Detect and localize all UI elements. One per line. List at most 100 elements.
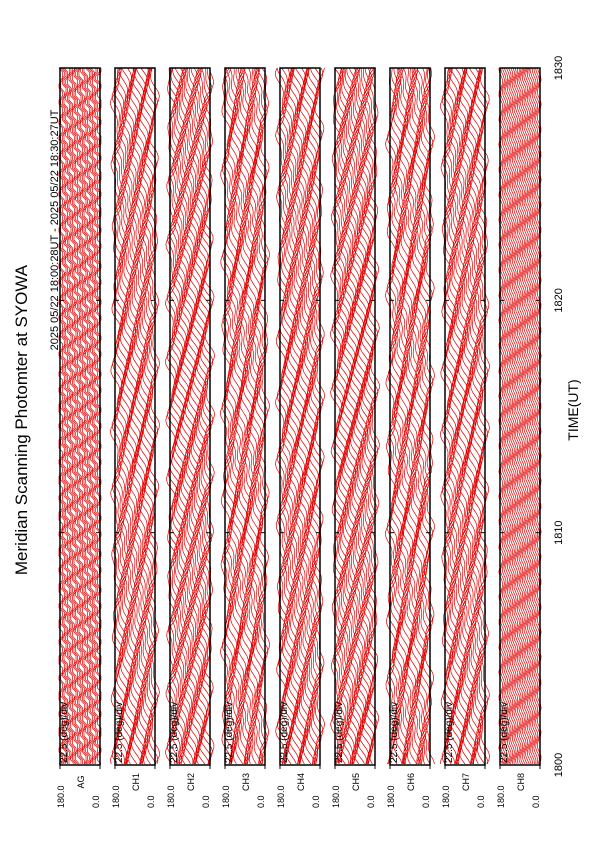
scale-label: 22.5 (deg)/div xyxy=(334,702,345,763)
trace xyxy=(521,67,527,765)
trace xyxy=(193,67,205,765)
trace xyxy=(341,67,354,765)
channel-label: CH7 xyxy=(461,773,471,791)
trace xyxy=(285,68,297,765)
trace xyxy=(251,67,264,765)
trace xyxy=(520,67,525,765)
y-tick-label: 0.0 xyxy=(311,795,321,808)
y-tick-label: 180.0 xyxy=(111,785,121,808)
trace xyxy=(301,67,314,765)
y-tick-label: 180.0 xyxy=(276,785,286,808)
trace xyxy=(77,67,82,764)
trace xyxy=(511,67,517,765)
trace xyxy=(355,67,367,765)
trace xyxy=(525,67,530,765)
trace xyxy=(513,67,519,764)
channel-label: CH2 xyxy=(186,773,196,791)
scale-label: 22.5 (deg)/div xyxy=(499,702,510,763)
trace xyxy=(501,67,507,765)
trace xyxy=(85,67,90,765)
y-tick-label: 0.0 xyxy=(476,795,486,808)
trace xyxy=(236,67,249,765)
panel-frame xyxy=(59,67,101,766)
trace xyxy=(78,68,83,764)
trace xyxy=(476,67,489,765)
trace xyxy=(391,67,404,765)
trace xyxy=(240,68,252,765)
trace xyxy=(471,67,484,765)
panel-frame xyxy=(169,67,211,766)
x-tick-label: 1800 xyxy=(553,753,565,777)
trace xyxy=(123,67,135,765)
trace xyxy=(296,67,309,765)
trace xyxy=(136,67,149,765)
scale-label: 22.5 (deg)/div xyxy=(59,702,70,763)
trace xyxy=(279,67,292,765)
y-tick-label: 0.0 xyxy=(256,795,266,808)
trace xyxy=(408,67,421,765)
trace xyxy=(478,67,490,765)
trace xyxy=(195,67,207,765)
chart-subtitle: 2025 05/22 18:00:28UT - 2025 05/22 18:30… xyxy=(49,109,61,350)
trace xyxy=(508,67,514,765)
trace xyxy=(203,67,215,765)
channel-label: CH5 xyxy=(351,773,361,791)
trace xyxy=(400,67,412,765)
scale-label: 22.5 (deg)/div xyxy=(114,702,125,763)
y-tick-label: 0.0 xyxy=(201,795,211,808)
trace xyxy=(356,67,369,765)
trace xyxy=(97,68,102,765)
scale-label: 22.5 (deg)/div xyxy=(389,702,400,763)
trace xyxy=(238,67,250,765)
trace xyxy=(516,67,522,765)
trace xyxy=(293,67,305,765)
trace xyxy=(526,67,532,765)
y-tick-label: 180.0 xyxy=(496,785,506,808)
channel-label: CH6 xyxy=(406,773,416,791)
trace xyxy=(528,67,534,765)
panel-frame xyxy=(114,67,156,766)
trace xyxy=(221,67,234,765)
trace xyxy=(116,67,129,765)
trace xyxy=(168,67,181,765)
scale-label: 22.5 (deg)/div xyxy=(444,702,455,763)
panel-frame xyxy=(499,67,541,766)
trace xyxy=(366,67,379,765)
trace xyxy=(393,67,406,765)
trace xyxy=(124,67,137,765)
trace xyxy=(185,67,197,765)
trace xyxy=(126,67,139,765)
trace xyxy=(421,67,434,765)
trace xyxy=(73,67,78,765)
trace xyxy=(196,67,209,765)
trace xyxy=(505,67,510,765)
y-tick-label: 0.0 xyxy=(146,795,156,808)
trace xyxy=(530,67,535,765)
trace xyxy=(121,67,134,765)
channel-label: CH3 xyxy=(241,773,251,791)
trace xyxy=(386,67,399,765)
trace xyxy=(173,67,185,765)
trace xyxy=(190,67,202,765)
trace xyxy=(388,67,400,765)
trace xyxy=(500,67,505,765)
trace xyxy=(128,67,140,765)
trace xyxy=(363,67,375,765)
y-tick-label: 180.0 xyxy=(166,785,176,808)
trace xyxy=(523,67,529,765)
trace xyxy=(343,68,355,765)
trace xyxy=(311,67,324,765)
y-tick-label: 0.0 xyxy=(531,795,541,808)
trace xyxy=(506,67,512,765)
trace xyxy=(423,67,435,765)
trace xyxy=(405,67,417,765)
scale-label: 22.5 (deg)/div xyxy=(279,702,290,763)
channel-label: CH4 xyxy=(296,773,306,791)
trace xyxy=(290,67,302,765)
trace xyxy=(198,67,210,765)
trace xyxy=(368,67,380,765)
trace xyxy=(358,67,370,765)
trace xyxy=(463,67,476,765)
